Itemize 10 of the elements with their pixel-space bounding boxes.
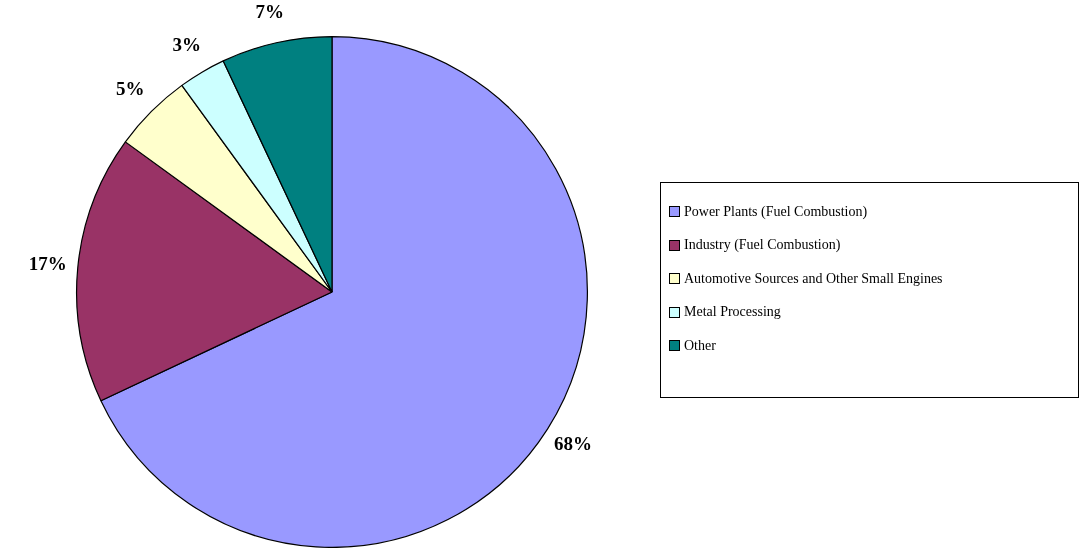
legend-label: Automotive Sources and Other Small Engines (684, 270, 943, 287)
data-label: 7% (255, 1, 284, 23)
data-label: 5% (115, 78, 145, 100)
legend-label: Industry (Fuel Combustion) (684, 237, 841, 254)
data-label: 68% (553, 432, 592, 454)
data-label: 17% (28, 253, 67, 275)
legend-label: Other (684, 337, 716, 354)
legend-label: Power Plants (Fuel Combustion) (684, 203, 868, 220)
data-label: 3% (172, 34, 201, 56)
legend-label: Metal Processing (684, 304, 781, 321)
